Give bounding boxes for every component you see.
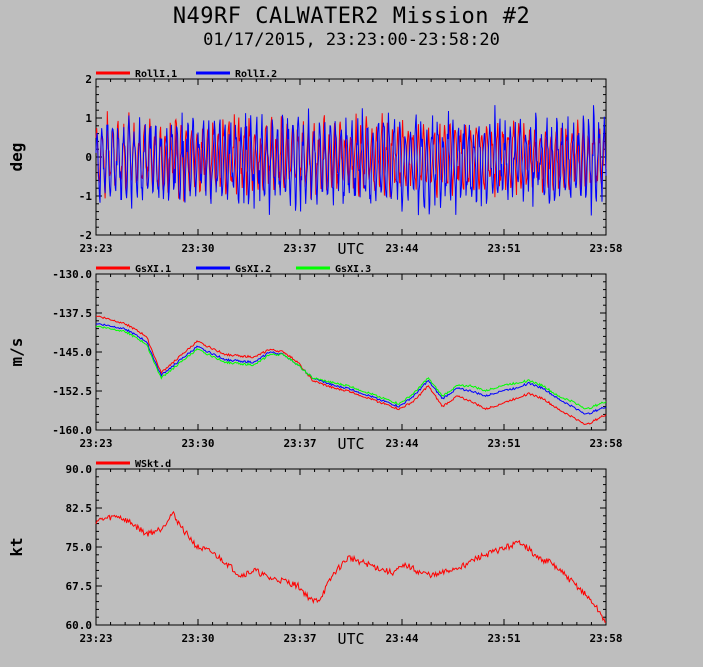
y-tick-label: 1 — [85, 112, 92, 125]
x-tick-label: 23:23 — [79, 632, 112, 645]
y-axis-label: m/s — [7, 338, 26, 367]
series-line — [95, 323, 607, 415]
x-tick-label: 23:37 — [283, 242, 316, 255]
x-tick-label: 23:30 — [181, 242, 214, 255]
legend-label: GsXI.1 — [135, 264, 171, 275]
x-tick-label: 23:58 — [589, 242, 622, 255]
y-tick-label: -145.0 — [52, 346, 92, 359]
y-tick-label: 60.0 — [66, 619, 93, 632]
x-tick-label: 23:51 — [487, 437, 520, 450]
y-tick-label: 75.0 — [66, 541, 93, 554]
plot-frame — [95, 273, 607, 431]
y-axis-label: deg — [7, 143, 26, 172]
series-line — [95, 510, 607, 623]
subtitle: 01/17/2015, 23:23:00-23:58:20 — [203, 30, 500, 50]
x-axis-label: UTC — [337, 240, 364, 258]
x-tick-label: 23:23 — [79, 437, 112, 450]
x-tick-label: 23:51 — [487, 242, 520, 255]
y-tick-label: -1 — [79, 190, 93, 203]
y-tick-label: -152.5 — [52, 385, 92, 398]
y-axis-label: kt — [7, 537, 26, 556]
x-tick-label: 23:30 — [181, 437, 214, 450]
y-tick-label: 0 — [85, 151, 92, 164]
y-tick-label: -137.5 — [52, 307, 92, 320]
legend-label: GsXI.2 — [235, 264, 271, 275]
x-tick-label: 23:30 — [181, 632, 214, 645]
legend-label: GsXI.3 — [335, 264, 371, 275]
x-tick-label: 23:23 — [79, 242, 112, 255]
legend-label: RollI.1 — [135, 69, 177, 80]
y-tick-label: 90.0 — [66, 463, 93, 476]
title: N49RF CALWATER2 Mission #2 — [172, 4, 531, 29]
y-tick-label: -160.0 — [52, 424, 92, 437]
x-tick-label: 23:51 — [487, 632, 520, 645]
series-line — [95, 315, 607, 426]
x-tick-label: 23:44 — [385, 632, 418, 645]
series-line — [95, 105, 607, 216]
y-tick-label: -130.0 — [52, 268, 92, 281]
x-tick-label: 23:58 — [589, 632, 622, 645]
x-tick-label: 23:58 — [589, 437, 622, 450]
y-tick-label: 2 — [85, 73, 92, 86]
x-tick-label: 23:37 — [283, 437, 316, 450]
series-line — [95, 325, 607, 410]
plot-frame — [95, 468, 607, 626]
legend-label: RollI.2 — [235, 69, 277, 80]
x-tick-label: 23:37 — [283, 632, 316, 645]
y-tick-label: -2 — [79, 229, 92, 242]
x-axis-label: UTC — [337, 435, 364, 453]
legend-label: WSkt.d — [135, 459, 171, 470]
y-tick-label: 67.5 — [66, 580, 93, 593]
x-axis-label: UTC — [337, 630, 364, 648]
x-tick-label: 23:44 — [385, 242, 418, 255]
y-tick-label: 82.5 — [66, 502, 93, 515]
x-tick-label: 23:44 — [385, 437, 418, 450]
